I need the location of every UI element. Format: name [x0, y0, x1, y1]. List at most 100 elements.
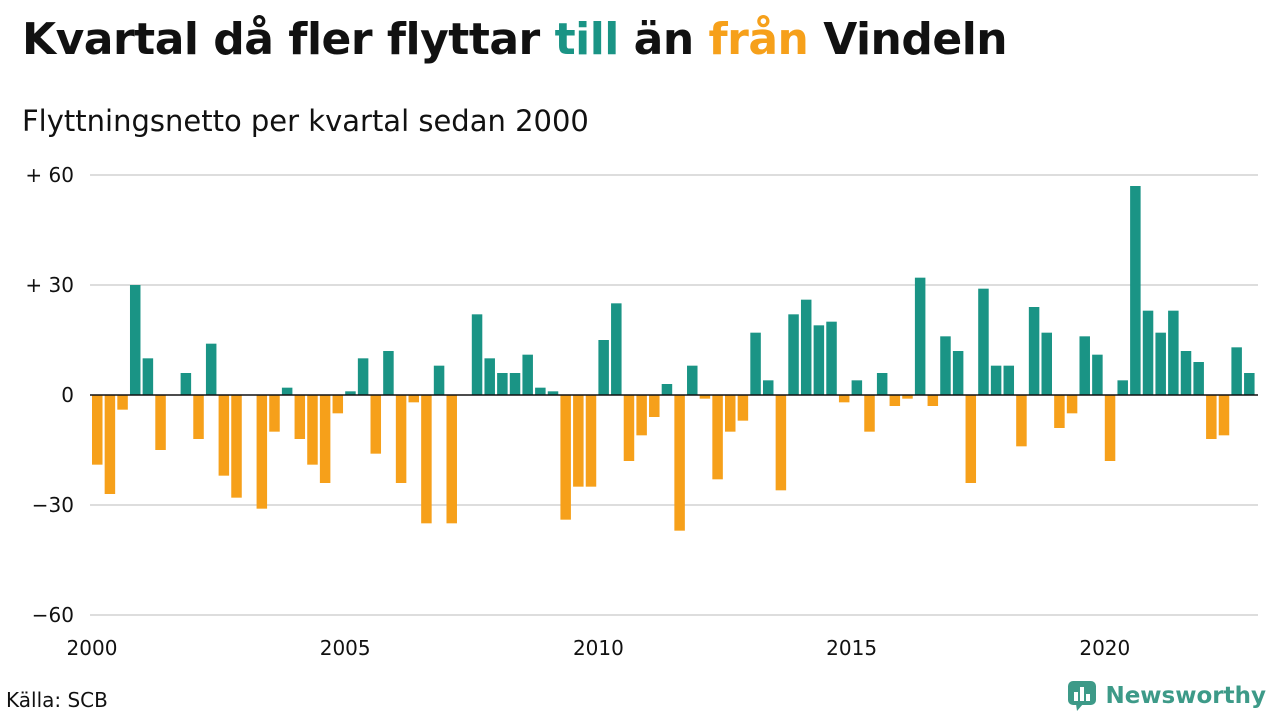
bar-2019K3	[1079, 336, 1090, 395]
bar-2001K1	[142, 358, 154, 395]
bar-2000K3	[117, 395, 128, 410]
bar-2021K3	[1180, 351, 1192, 395]
bar-2005K2	[357, 358, 369, 395]
chart-title: Kvartal då fler flyttar till än från Vin…	[22, 14, 1008, 65]
bar-2003K2	[256, 395, 268, 509]
bar-2000K1	[92, 395, 103, 465]
y-tick-label: −60	[32, 603, 74, 627]
bar-2002K3	[218, 395, 230, 476]
bar-2009K1	[547, 391, 559, 395]
bar-2011K3	[674, 395, 685, 531]
title-part-3: än	[618, 14, 709, 65]
bar-2012K2	[712, 395, 723, 480]
bar-2015K3	[876, 373, 888, 395]
bar-2008K1	[497, 373, 508, 395]
bar-2018K1	[1003, 365, 1015, 395]
bar-2021K1	[1155, 332, 1166, 395]
bar-2010K1	[598, 340, 609, 395]
bar-2022K2	[1218, 395, 1230, 436]
bar-2011K4	[687, 365, 698, 395]
bar-2020K3	[1130, 186, 1141, 395]
bar-2012K1	[699, 395, 711, 399]
bar-2006K1	[395, 395, 407, 483]
bar-chart-speech-bubble-icon	[1068, 681, 1097, 711]
bar-2014K3	[826, 321, 837, 395]
bar-2014K2	[813, 325, 825, 395]
bars	[92, 186, 1255, 531]
bar-2003K3	[269, 395, 280, 432]
bar-2006K4	[433, 365, 445, 395]
y-tick-label: + 30	[25, 273, 74, 297]
bar-2001K4	[180, 373, 192, 395]
bar-2019K1	[1054, 395, 1065, 428]
bar-2020K2	[1117, 380, 1128, 395]
chart-subtitle: Flyttningsnetto per kvartal sedan 2000	[22, 104, 589, 138]
bar-2004K1	[294, 395, 306, 439]
bar-2017K1	[952, 351, 964, 395]
brand-name: Newsworthy	[1105, 683, 1266, 709]
bar-2002K1	[193, 395, 204, 439]
bar-2006K3	[421, 395, 432, 524]
bar-2003K4	[281, 387, 293, 395]
bar-2019K2	[1066, 395, 1078, 414]
grid-lines	[90, 174, 1258, 616]
y-tick-label: 0	[61, 383, 74, 407]
bar-2010K3	[623, 395, 635, 461]
bar-2016K4	[940, 336, 951, 395]
bar-2015K2	[864, 395, 875, 432]
bar-2001K2	[155, 395, 166, 450]
bar-2013K2	[762, 380, 774, 395]
bar-2022K4	[1244, 373, 1255, 395]
bar-2020K1	[1104, 395, 1116, 461]
bar-2008K4	[535, 387, 546, 395]
bar-2011K2	[661, 384, 673, 395]
x-tick-label: 2020	[1079, 636, 1130, 660]
bar-2021K4	[1193, 362, 1204, 395]
bar-2013K3	[775, 395, 787, 491]
x-tick-label: 2005	[320, 636, 371, 660]
bar-2018K4	[1041, 332, 1052, 395]
title-part-5: Vindeln	[808, 14, 1008, 65]
bar-2010K4	[636, 395, 647, 436]
bar-2007K1	[446, 395, 457, 524]
bar-2022K3	[1231, 347, 1242, 395]
bar-2015K4	[889, 395, 901, 406]
y-tick-label: −30	[32, 493, 74, 517]
y-tick-label: + 60	[25, 163, 74, 187]
bar-2013K4	[788, 314, 799, 395]
title-part-1: Kvartal då fler flyttar	[22, 14, 555, 65]
bar-2016K2	[914, 277, 926, 395]
title-word-fran: från	[708, 14, 809, 65]
bar-2005K3	[370, 395, 382, 454]
bar-2008K3	[522, 354, 533, 395]
bar-2004K4	[332, 395, 344, 414]
bar-2022K1	[1206, 395, 1217, 439]
bar-2005K4	[383, 351, 394, 395]
newsworthy-logo: Newsworthy	[1067, 680, 1266, 712]
bar-2002K4	[231, 395, 242, 498]
bar-2009K3	[573, 395, 584, 487]
bar-2012K3	[725, 395, 736, 432]
bar-2000K4	[129, 285, 141, 395]
bar-2010K2	[611, 303, 622, 395]
source-note: Källa: SCB	[6, 688, 108, 712]
x-tick-label: 2015	[826, 636, 877, 660]
bar-2009K4	[585, 395, 597, 487]
bar-2016K1	[902, 395, 913, 399]
bar-2014K1	[800, 299, 812, 395]
bar-2018K2	[1016, 395, 1027, 447]
bar-2009K2	[560, 395, 571, 520]
bar-2008K2	[509, 373, 521, 395]
bar-2018K3	[1028, 307, 1040, 395]
x-tick-label: 2010	[573, 636, 624, 660]
bar-2012K4	[737, 395, 749, 421]
bar-2002K2	[205, 343, 217, 395]
bar-2014K4	[838, 395, 850, 403]
bar-2004K3	[319, 395, 331, 483]
y-tick-labels: + 60 + 30 0 −30 −60	[25, 163, 74, 627]
bar-2007K4	[484, 358, 495, 395]
bar-2019K4	[1092, 354, 1103, 395]
title-word-till: till	[554, 14, 620, 65]
bar-2020K4	[1142, 310, 1154, 395]
bar-2006K2	[408, 395, 419, 403]
